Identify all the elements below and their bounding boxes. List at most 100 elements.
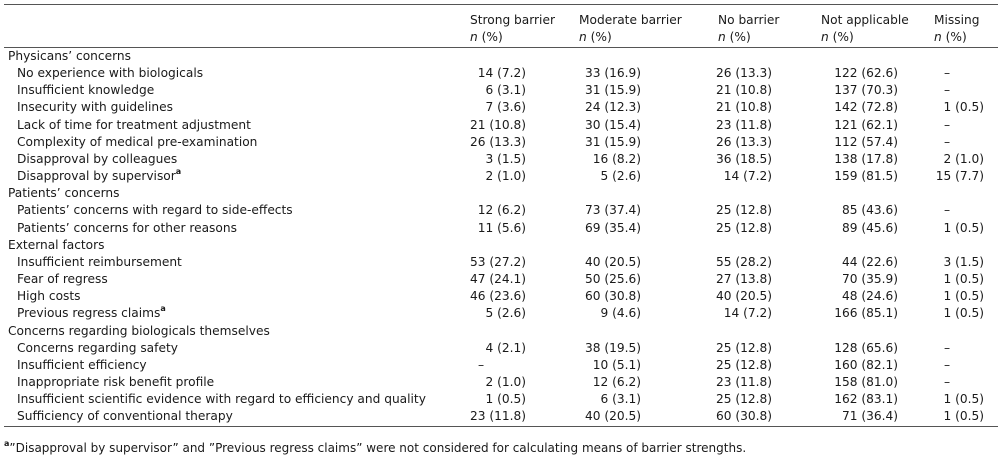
row-label: Concerns regarding safety bbox=[4, 340, 466, 357]
footnote-marker: a bbox=[4, 439, 10, 448]
value-cell: 6 (3.1) bbox=[485, 83, 526, 98]
table-row: Insecurity with guidelines 7 (3.6) 24 (12.… bbox=[4, 99, 998, 116]
table-row: Previous regress claimsa 5 (2.6) 9 (4.6) 14… bbox=[4, 305, 998, 322]
row-label: Lack of time for treatment adjustment bbox=[4, 117, 466, 134]
value-cell: 1 (0.5) bbox=[943, 392, 984, 407]
value-cell: 2 (1.0) bbox=[943, 151, 984, 166]
empty-cell bbox=[817, 323, 930, 340]
value-cell: 46 (23.6) bbox=[469, 289, 526, 304]
table-row: Disapproval by colleagues 3 (1.5) 16 (8.2)… bbox=[4, 151, 998, 168]
value-cell: 14 (7.2) bbox=[723, 169, 772, 184]
value-cell: 1 (0.5) bbox=[930, 408, 998, 428]
value-cell: 1 (0.5) bbox=[943, 306, 984, 321]
table-footnote: a”Disapproval by supervisor” and ”Previo… bbox=[4, 439, 747, 456]
row-label-text: Sufficiency of conventional therapy bbox=[17, 409, 233, 424]
unit-not-applicable: n (%) bbox=[817, 28, 930, 48]
empty-cell bbox=[466, 185, 575, 202]
footnote-marker: a bbox=[160, 304, 166, 314]
footnote-text: ”Disapproval by supervisor” and ”Previou… bbox=[9, 441, 747, 455]
empty-cell bbox=[930, 185, 998, 202]
row-label: No experience with biologicals bbox=[4, 65, 466, 82]
value-cell: 142 (72.8) bbox=[834, 100, 898, 115]
section-title: External factors bbox=[8, 237, 105, 252]
value-cell: 70 (35.9) bbox=[841, 272, 898, 287]
footnote-marker: a bbox=[175, 167, 182, 177]
value-cell: 1 (0.5) bbox=[943, 220, 984, 235]
value-cell: 47 (24.1) bbox=[469, 272, 526, 287]
row-label: Insufficient reimbursement bbox=[4, 254, 466, 271]
row-label: High costs bbox=[4, 288, 466, 305]
value-cell: 30 (15.4) bbox=[584, 117, 641, 132]
value-cell: 2 (1.0) bbox=[485, 374, 526, 389]
row-label: Previous regress claimsa bbox=[4, 305, 466, 322]
value-cell: 71 (36.4) bbox=[817, 408, 930, 428]
value-cell: 31 (15.9) bbox=[584, 83, 641, 98]
value-cell: 11 (5.6) bbox=[477, 220, 526, 235]
value-cell: 33 (16.9) bbox=[584, 66, 641, 81]
empty-cell bbox=[466, 237, 575, 254]
value-cell: 53 (27.2) bbox=[469, 254, 526, 269]
value-cell: 9 (4.6) bbox=[600, 306, 641, 321]
table-row: Inappropriate risk benefit profile 2 (1.0… bbox=[4, 374, 998, 391]
row-label: Insufficient efficiency bbox=[4, 357, 466, 374]
value-cell: 122 (62.6) bbox=[834, 66, 898, 81]
value-cell: 21 (10.8) bbox=[469, 117, 526, 132]
value-cell: 25 (12.8) bbox=[715, 392, 772, 407]
row-label-text: Insufficient efficiency bbox=[17, 357, 147, 372]
unit-no-barrier: n (%) bbox=[714, 28, 817, 48]
row-label: Insufficient knowledge bbox=[4, 82, 466, 99]
value-cell: 21 (10.8) bbox=[715, 100, 772, 115]
section-row: External factors bbox=[4, 237, 998, 254]
table-row: Patients’ concerns for other reasons 11 (… bbox=[4, 220, 998, 237]
value-cell: 12 (6.2) bbox=[592, 374, 641, 389]
section-title: Patients’ concerns bbox=[8, 186, 120, 201]
value-cell: 5 (2.6) bbox=[600, 169, 641, 184]
row-label-text: No experience with biologicals bbox=[17, 66, 204, 81]
row-label-text: Insufficient reimbursement bbox=[17, 254, 182, 269]
row-label: Sufficiency of conventional therapy bbox=[4, 408, 466, 428]
value-cell: 137 (70.3) bbox=[834, 83, 898, 98]
section-title: Physicans’ concerns bbox=[8, 49, 131, 63]
value-cell: 36 (18.5) bbox=[715, 151, 772, 166]
value-cell: 60 (30.8) bbox=[714, 408, 817, 428]
value-cell: 158 (81.0) bbox=[834, 374, 898, 389]
value-cell: 50 (25.6) bbox=[584, 272, 641, 287]
row-label-text: Disapproval by supervisor bbox=[17, 169, 176, 184]
value-cell: 121 (62.1) bbox=[834, 117, 898, 132]
value-cell: 12 (6.2) bbox=[477, 203, 526, 218]
empty-cell bbox=[714, 185, 817, 202]
value-cell: 85 (43.6) bbox=[841, 203, 898, 218]
value-cell: 1 (0.5) bbox=[943, 272, 984, 287]
value-cell: 55 (28.2) bbox=[715, 254, 772, 269]
value-cell: 44 (22.6) bbox=[841, 254, 898, 269]
table-row: Patients’ concerns with regard to side-e… bbox=[4, 202, 998, 219]
value-cell: 3 (1.5) bbox=[485, 151, 526, 166]
value-cell: 5 (2.6) bbox=[485, 306, 526, 321]
unit-missing: n (%) bbox=[930, 28, 998, 48]
empty-cell bbox=[575, 237, 714, 254]
empty-cell bbox=[930, 237, 998, 254]
table-row: High costs 46 (23.6) 60 (30.8) 40 (20.5) 48 … bbox=[4, 288, 998, 305]
value-cell: 73 (37.4) bbox=[584, 203, 641, 218]
table-row: Insufficient knowledge 6 (3.1) 31 (15.9) 21… bbox=[4, 82, 998, 99]
row-label-text: High costs bbox=[17, 289, 81, 304]
table-body: Physicans’ concerns No experience with bi… bbox=[4, 48, 998, 428]
header-row-units: n (%) n (%) n (%) n (%) n (%) bbox=[4, 28, 998, 48]
unit-moderate-barrier: n (%) bbox=[575, 28, 714, 48]
value-cell: – bbox=[944, 357, 951, 372]
value-cell: – bbox=[944, 374, 951, 389]
row-label-text: Complexity of medical pre-examination bbox=[17, 134, 258, 149]
header-strong-barrier: Strong barrier bbox=[466, 4, 575, 29]
value-cell: 2 (1.0) bbox=[485, 169, 526, 184]
empty-cell bbox=[575, 323, 714, 340]
value-cell: 27 (13.8) bbox=[715, 272, 772, 287]
empty-cell bbox=[817, 185, 930, 202]
empty-cell bbox=[714, 237, 817, 254]
table-row: Insufficient reimbursement 53 (27.2) 40 (2… bbox=[4, 254, 998, 271]
header-missing: Missing bbox=[930, 4, 998, 29]
header-no-barrier: No barrier bbox=[714, 4, 817, 29]
value-cell: 38 (19.5) bbox=[584, 340, 641, 355]
value-cell: – bbox=[944, 203, 951, 218]
row-label: Complexity of medical pre-examination bbox=[4, 134, 466, 151]
